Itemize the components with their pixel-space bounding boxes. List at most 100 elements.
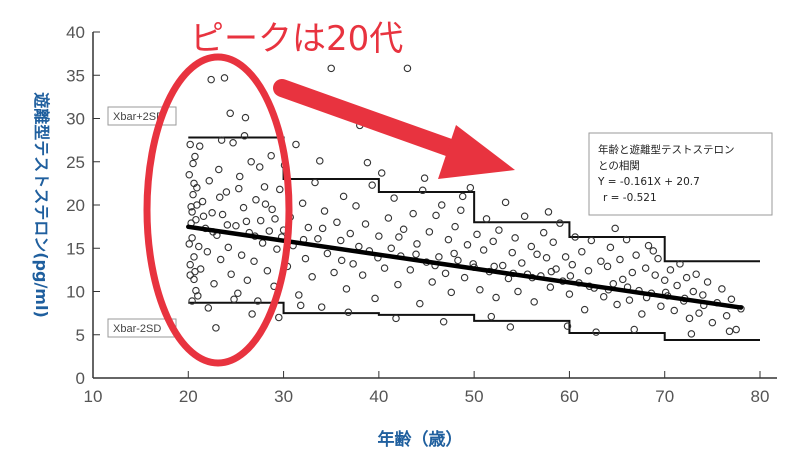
data-point [261, 200, 270, 208]
data-point [337, 256, 346, 265]
data-point [199, 212, 208, 220]
data-point [235, 184, 243, 193]
data-point [255, 163, 264, 171]
data-point [247, 158, 255, 166]
data-point [195, 242, 203, 251]
data-point [358, 271, 367, 279]
data-point [549, 238, 557, 246]
data-point [603, 262, 612, 271]
data-point [625, 296, 634, 304]
data-point [371, 294, 379, 303]
data-point [317, 303, 326, 311]
data-point [657, 302, 665, 310]
data-point [368, 181, 376, 189]
data-point [473, 230, 481, 239]
data-point [699, 291, 707, 299]
y-axis-label: 遊離型テストステロン(pg/ml) [32, 92, 51, 318]
data-point [394, 280, 402, 289]
data-point [518, 259, 526, 267]
x-tick-label: 60 [560, 387, 579, 406]
data-point [188, 297, 196, 305]
data-point [320, 207, 329, 215]
data-point [189, 190, 197, 199]
data-point [190, 253, 198, 261]
data-point [533, 250, 541, 259]
x-tick-label: 50 [465, 387, 484, 406]
x-tick-label: 20 [179, 387, 198, 406]
data-point [479, 246, 488, 254]
data-point [616, 255, 624, 264]
data-point [432, 211, 440, 220]
data-point [240, 132, 249, 140]
data-point [670, 306, 678, 315]
data-point [195, 142, 204, 150]
data-point [492, 293, 500, 302]
data-point [208, 209, 216, 217]
y-tick-label: 15 [66, 239, 85, 258]
data-point [425, 228, 434, 236]
data-point [622, 235, 631, 244]
data-point [189, 159, 197, 168]
data-point [708, 318, 717, 327]
data-point [296, 301, 305, 310]
data-point [252, 196, 260, 204]
data-point [295, 291, 303, 299]
data-point [508, 248, 517, 257]
data-point [437, 201, 446, 209]
data-point [412, 250, 420, 259]
data-point [463, 241, 472, 249]
headline-text: ピークは20代 [190, 19, 403, 59]
data-point [314, 234, 322, 243]
data-point [718, 285, 726, 293]
y-tick-label: 25 [66, 153, 85, 172]
x-tick-label: 30 [274, 387, 293, 406]
data-point [520, 212, 529, 220]
data-point [186, 140, 194, 149]
data-point [409, 209, 417, 218]
data-point [263, 266, 272, 275]
data-point [487, 312, 496, 321]
data-point [403, 64, 412, 73]
data-point [215, 193, 224, 201]
peak-highlight-annotation [143, 53, 515, 367]
data-point [194, 292, 202, 300]
axes [92, 31, 777, 379]
data-point [220, 74, 229, 82]
data-point [413, 240, 421, 248]
y-tick-label: 0 [76, 369, 85, 388]
highlight-arrow-head [438, 125, 515, 179]
data-point [482, 215, 491, 223]
x-axis-label: 年齢（歳） [378, 429, 463, 450]
data-point [258, 239, 267, 247]
data-point [406, 266, 415, 274]
data-point [190, 179, 198, 188]
data-point [584, 266, 593, 275]
data-point [217, 136, 226, 144]
data-point [222, 188, 231, 196]
data-point [644, 241, 653, 250]
data-point [242, 217, 251, 226]
data-point [304, 223, 313, 232]
data-point [330, 268, 338, 277]
data-point [223, 221, 232, 229]
regression-line-group [186, 224, 744, 310]
data-point [185, 170, 193, 179]
regression-equation: Y = -0.161X + 20.7 [597, 176, 700, 188]
data-point [506, 323, 515, 331]
y-tick-label: 5 [76, 326, 85, 345]
correlation-coefficient: r = -0.521 [603, 192, 657, 204]
data-point [547, 267, 556, 276]
data-point [489, 237, 497, 246]
highlight-arrow-shaft [273, 79, 479, 164]
data-point [363, 158, 372, 167]
data-point [292, 140, 300, 149]
data-point [243, 276, 252, 285]
data-point [527, 242, 536, 251]
data-point [205, 177, 213, 185]
y-tick-label: 30 [66, 110, 85, 129]
data-point [632, 251, 640, 259]
data-point [563, 322, 572, 330]
x-tick-label: 70 [655, 387, 674, 406]
data-point [673, 281, 681, 290]
